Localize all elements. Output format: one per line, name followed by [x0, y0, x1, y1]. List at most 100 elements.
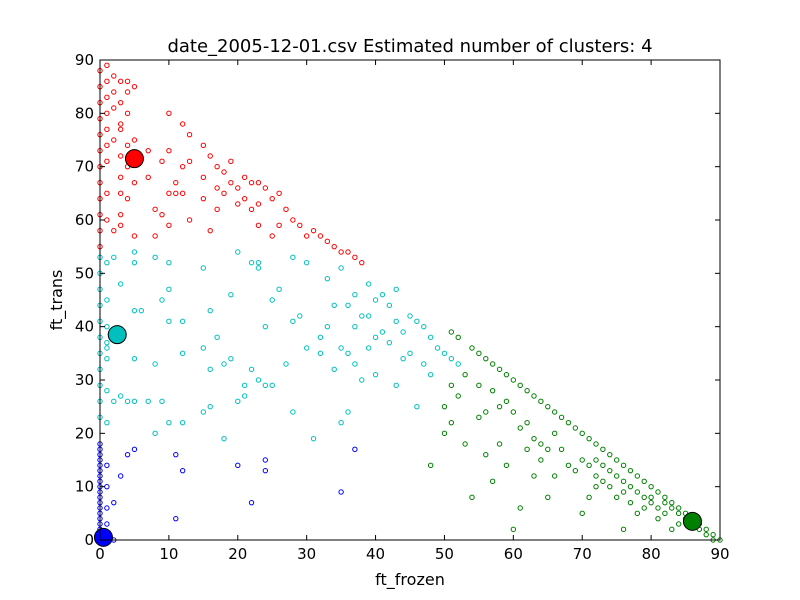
data-point: [131, 355, 138, 362]
data-point: [607, 467, 613, 474]
data-point: [214, 206, 220, 213]
data-point: [117, 174, 124, 181]
data-point: [303, 345, 310, 351]
data-point: [669, 505, 675, 511]
data-point: [579, 430, 585, 437]
data-point: [235, 398, 241, 405]
data-point: [565, 419, 572, 426]
data-point: [111, 89, 117, 95]
data-point: [104, 345, 110, 351]
data-point: [303, 233, 310, 239]
data-point: [166, 147, 172, 154]
data-point: [104, 158, 110, 165]
data-point: [248, 259, 255, 266]
y-tick-label: 60: [75, 211, 94, 229]
data-point: [152, 233, 158, 239]
points-layer: [97, 62, 723, 543]
y-tick-label: 90: [75, 51, 94, 69]
data-point: [131, 233, 138, 239]
data-point: [124, 78, 131, 85]
data-point: [173, 515, 179, 522]
data-point: [455, 393, 461, 399]
data-point: [393, 382, 399, 389]
data-point: [510, 377, 517, 383]
data-point: [331, 366, 337, 373]
data-point: [111, 73, 117, 79]
data-point: [173, 451, 179, 458]
data-point: [117, 281, 124, 287]
data-point: [338, 419, 344, 426]
data-point: [117, 99, 124, 106]
data-point: [345, 350, 351, 357]
data-point: [255, 377, 262, 383]
ticks-layer: 0 10 20 30 40 50 60 70 80 90 0 10 20 30 40 50 60 70 80 90: [75, 51, 730, 563]
data-point: [365, 281, 372, 287]
cluster-centroid: [682, 511, 702, 531]
data-point: [262, 323, 269, 330]
data-point: [235, 185, 241, 191]
data-point: [111, 105, 117, 111]
data-point: [655, 505, 661, 511]
data-point: [221, 361, 227, 367]
data-point: [407, 350, 413, 357]
data-point: [241, 393, 248, 399]
data-point: [517, 505, 523, 511]
data-point: [434, 345, 441, 351]
data-point: [297, 313, 303, 319]
data-point: [655, 515, 661, 522]
data-point: [214, 185, 220, 191]
data-point: [117, 78, 124, 85]
data-point: [186, 158, 193, 165]
data-point: [124, 398, 131, 405]
data-point: [104, 323, 110, 330]
data-point: [510, 409, 517, 415]
data-point: [207, 227, 213, 234]
x-tick-label: 40: [366, 545, 385, 563]
data-point: [200, 265, 207, 271]
data-point: [104, 142, 110, 149]
data-point: [675, 521, 682, 527]
data-point: [586, 462, 592, 469]
data-point: [248, 206, 255, 213]
data-point: [111, 254, 117, 261]
data-point: [524, 419, 530, 426]
data-point: [310, 227, 317, 234]
data-point: [111, 137, 117, 143]
data-point: [393, 286, 399, 293]
data-point: [345, 409, 351, 415]
data-point: [166, 286, 172, 293]
data-point: [124, 451, 131, 458]
y-tick-label: 80: [75, 104, 94, 122]
data-point: [104, 339, 110, 346]
data-point: [427, 462, 434, 469]
data-point: [248, 499, 255, 506]
data-point: [517, 425, 523, 431]
data-point: [600, 462, 606, 469]
data-point: [620, 489, 627, 495]
data-point: [469, 494, 475, 501]
data-point: [641, 478, 647, 485]
x-tick-label: 80: [642, 545, 661, 563]
data-point: [131, 259, 138, 266]
data-point: [117, 126, 124, 133]
data-point: [331, 302, 337, 309]
data-point: [703, 531, 709, 538]
data-point: [310, 435, 317, 442]
plot-frame: [99, 59, 721, 541]
data-point: [489, 387, 496, 394]
data-point: [200, 174, 207, 181]
data-point: [503, 462, 510, 469]
data-point: [627, 499, 634, 506]
data-point: [111, 398, 117, 405]
data-point: [469, 345, 475, 351]
data-point: [345, 302, 351, 309]
data-point: [111, 227, 117, 234]
data-point: [200, 195, 207, 202]
data-point: [462, 441, 468, 447]
data-point: [117, 190, 124, 197]
data-point: [675, 505, 682, 511]
data-point: [166, 318, 172, 325]
data-point: [111, 499, 117, 506]
data-point: [166, 419, 172, 426]
centroid-layer: [93, 149, 702, 547]
